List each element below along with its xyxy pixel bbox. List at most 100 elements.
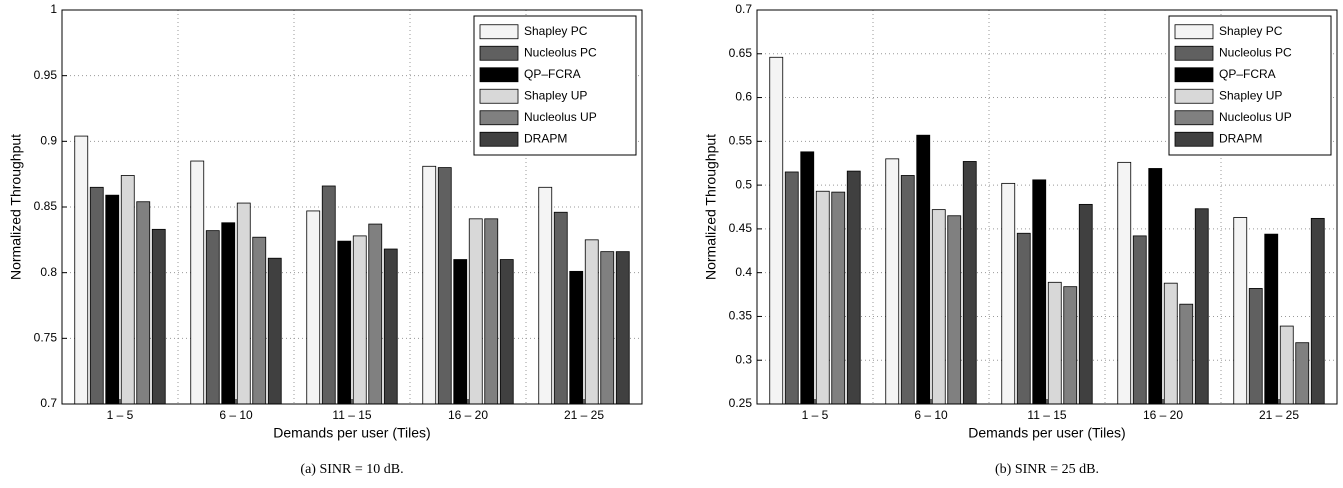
caption: (a) SINR = 10 dB. (300, 462, 403, 477)
y-tick-label: 0.8 (40, 265, 57, 279)
bar (1016, 232, 1031, 405)
bar (422, 165, 437, 405)
y-tick-label: 0.25 (729, 396, 753, 410)
bar (306, 210, 321, 405)
legend-swatch (1174, 45, 1214, 61)
x-tick-label: 21 – 25 (1259, 408, 1299, 422)
legend-label: Nucleolus UP (1219, 110, 1292, 124)
legend-box (1168, 15, 1332, 156)
bar (205, 230, 220, 405)
plot-frame (61, 9, 643, 405)
y-tick-label: 0.95 (34, 68, 58, 82)
bar (600, 251, 615, 405)
bar (916, 134, 931, 405)
bar (846, 170, 861, 405)
bar (1032, 179, 1047, 405)
plot-frame (756, 9, 1338, 405)
bar (900, 175, 915, 405)
bar (584, 239, 599, 405)
y-tick-label: 0.85 (34, 199, 58, 213)
y-tick-label: 0.5 (735, 177, 752, 191)
y-axis-label: Normalized Throughput (8, 134, 24, 280)
y-tick-label: 1 (50, 2, 57, 16)
bar (136, 201, 151, 405)
legend-label: DRAPM (1219, 131, 1262, 145)
legend-label: Shapley UP (524, 88, 587, 102)
bar (468, 218, 483, 405)
legend-swatch (479, 88, 519, 104)
legend-swatch (1174, 67, 1214, 83)
bar (89, 186, 104, 405)
x-tick-label: 1 – 5 (802, 408, 829, 422)
x-tick-label: 21 – 25 (564, 408, 604, 422)
bar (553, 211, 568, 405)
x-tick-label: 6 – 10 (914, 408, 948, 422)
legend-label: QP–FCRA (524, 67, 581, 81)
bar (1063, 286, 1078, 405)
bar (252, 236, 267, 405)
legend-swatch (1174, 131, 1214, 147)
bar (1078, 203, 1093, 405)
legend-swatch (479, 67, 519, 83)
x-axis-label: Demands per user (Tiles) (273, 425, 430, 441)
legend-swatch (479, 110, 519, 126)
y-tick-label: 0.7 (735, 2, 752, 16)
bar (1117, 161, 1132, 405)
bar (236, 202, 251, 405)
bar (569, 270, 584, 405)
y-tick-label: 0.9 (40, 134, 57, 148)
bar (769, 56, 784, 405)
bar (267, 257, 282, 405)
y-tick-label: 0.75 (34, 331, 58, 345)
bar (615, 251, 630, 405)
caption: (b) SINR = 25 dB. (995, 462, 1099, 477)
legend-box (473, 15, 637, 156)
legend-swatch (1174, 110, 1214, 126)
x-tick-label: 6 – 10 (219, 408, 253, 422)
legend-label: QP–FCRA (1219, 67, 1276, 81)
y-tick-label: 0.65 (729, 46, 753, 60)
y-tick-label: 0.7 (40, 396, 57, 410)
legend-swatch (1174, 88, 1214, 104)
bar (1248, 288, 1263, 405)
x-tick-label: 16 – 20 (1143, 408, 1183, 422)
bar (947, 215, 962, 405)
bar (1279, 325, 1294, 405)
legend-label: Shapley PC (524, 24, 588, 38)
bar (321, 185, 336, 405)
bar (337, 240, 352, 405)
x-tick-label: 11 – 15 (332, 408, 371, 422)
bar (190, 160, 205, 405)
bar (538, 186, 553, 405)
y-axis-label: Normalized Throughput (703, 134, 719, 280)
bar (1295, 342, 1310, 405)
legend-label: Shapley UP (1219, 88, 1282, 102)
bar (931, 209, 946, 405)
bar (962, 161, 977, 405)
bar (800, 151, 815, 405)
bar (499, 259, 514, 405)
legend-label: DRAPM (524, 131, 567, 145)
bar (1001, 182, 1016, 405)
bar (1179, 303, 1194, 405)
y-tick-label: 0.4 (735, 265, 752, 279)
bar (383, 248, 398, 405)
bar (1194, 208, 1209, 405)
legend-label: Nucleolus UP (524, 110, 597, 124)
bar (437, 167, 452, 405)
bar (105, 194, 120, 405)
x-tick-label: 16 – 20 (448, 408, 488, 422)
legend-label: Shapley PC (1219, 24, 1283, 38)
bar (484, 218, 499, 405)
bar (815, 190, 830, 405)
bar (352, 235, 367, 405)
bar (453, 259, 468, 405)
bar (221, 222, 236, 405)
bar (1047, 281, 1062, 405)
x-axis-label: Demands per user (Tiles) (968, 425, 1125, 441)
bar (831, 191, 846, 405)
legend-swatch (479, 131, 519, 147)
legend-swatch (479, 24, 519, 40)
bar (1233, 217, 1248, 405)
